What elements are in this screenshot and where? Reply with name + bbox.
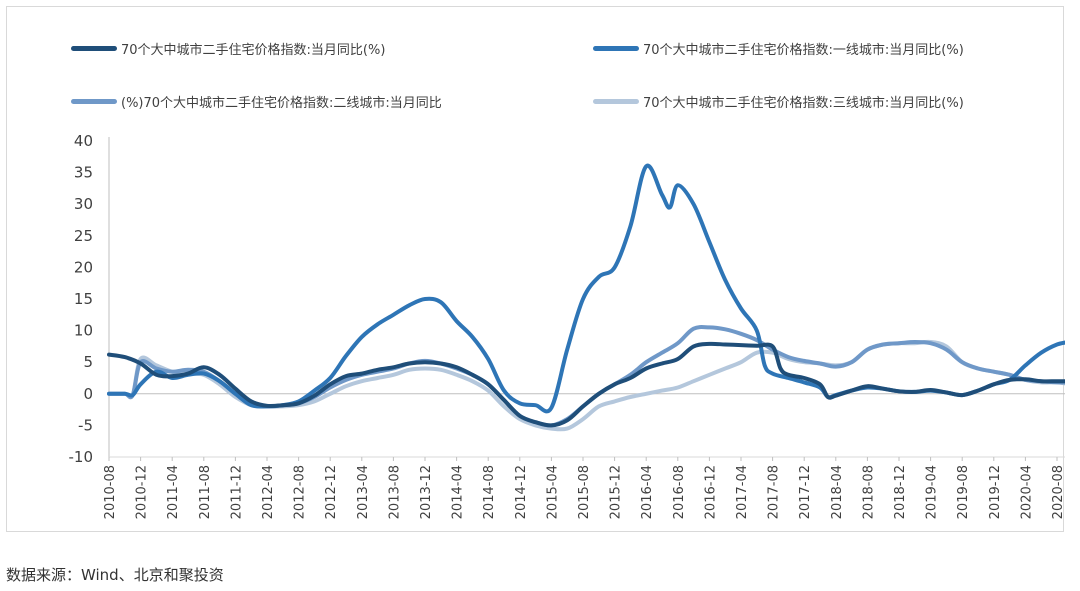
x-tick-label: 2011-12 [229, 465, 244, 519]
legend-item-tier2: (%)70个大中城市二手住宅价格指数:二线城市:当月同比 [71, 91, 442, 111]
x-tick-label: 2012-12 [324, 465, 339, 519]
y-tick-label: 35 [74, 164, 93, 182]
legend-item-national: 70个大中城市二手住宅价格指数:当月同比(%) [71, 38, 385, 58]
y-tick-label: 5 [83, 353, 93, 371]
legend-item-tier3: 70个大中城市二手住宅价格指数:三线城市:当月同比(%) [593, 91, 964, 111]
x-tick-label: 2014-08 [482, 465, 497, 519]
source-note: 数据来源：Wind、北京和聚投资 [6, 566, 224, 584]
y-tick-label: -10 [69, 448, 94, 466]
x-tick-label: 2017-08 [767, 465, 782, 519]
x-tick-label: 2013-08 [387, 465, 402, 519]
y-tick-label: 15 [74, 290, 93, 308]
x-tick-label: 2018-08 [861, 465, 876, 519]
legend-swatch-national [71, 45, 117, 51]
x-tick-label: 2012-08 [293, 465, 308, 519]
x-tick-label: 2017-12 [798, 465, 813, 519]
x-tick-label: 2020-04 [1019, 465, 1034, 519]
x-tick-label: 2015-04 [545, 465, 560, 519]
x-tick-label: 2019-04 [925, 465, 940, 519]
x-tick-label: 2019-08 [956, 465, 971, 519]
x-tick-label: 2011-08 [198, 465, 213, 519]
legend-item-tier1: 70个大中城市二手住宅价格指数:一线城市:当月同比(%) [593, 38, 964, 58]
x-tick-label: 2018-04 [830, 465, 845, 519]
x-tick-label: 2014-12 [514, 465, 529, 519]
y-tick-label: 25 [74, 227, 93, 245]
legend-swatch-tier3 [593, 98, 639, 104]
legend-swatch-tier2 [71, 98, 117, 104]
x-tick-label: 2013-04 [356, 465, 371, 519]
y-tick-label: 10 [74, 322, 93, 340]
legend-label-tier1: 70个大中城市二手住宅价格指数:一线城市:当月同比(%) [643, 42, 964, 58]
x-tick-label: 2019-12 [988, 465, 1003, 519]
y-tick-label: -5 [78, 416, 93, 434]
legend-swatch-tier1 [593, 45, 639, 51]
x-tick-label: 2014-04 [451, 465, 466, 519]
x-tick-label: 2010-12 [135, 465, 150, 519]
x-tick-label: 2011-04 [166, 465, 181, 519]
series-line-1 [107, 163, 1065, 414]
y-tick-label: 30 [74, 195, 93, 213]
x-tick-label: 2017-04 [735, 465, 750, 519]
series-line-3 [107, 339, 1065, 432]
series-line-0 [107, 341, 1065, 428]
line-chart: 40 35 30 25 20 15 10 5 0 -5 -10 2010-08 2010-12 2011-… [69, 132, 1065, 519]
x-tick-label: 2016-08 [672, 465, 687, 519]
x-tick-label: 2020-08 [1051, 465, 1065, 519]
x-tick-label: 2016-12 [703, 465, 718, 519]
x-tick-label: 2015-08 [577, 465, 592, 519]
x-tick-label: 2015-12 [609, 465, 624, 519]
x-tick-label: 2010-08 [103, 465, 118, 519]
chart-frame: 40 35 30 25 20 15 10 5 0 -5 -10 2010-08 2010-12 2011-… [6, 6, 1065, 532]
y-tick-label: 40 [74, 132, 93, 150]
x-tick-label: 2013-12 [419, 465, 434, 519]
legend-label-tier3: 70个大中城市二手住宅价格指数:三线城市:当月同比(%) [643, 95, 964, 111]
x-tick-label: 2018-12 [893, 465, 908, 519]
legend-label-national: 70个大中城市二手住宅价格指数:当月同比(%) [121, 42, 386, 58]
x-tick-label: 2012-04 [261, 465, 276, 519]
y-tick-label: 0 [83, 385, 93, 403]
y-tick-label: 20 [74, 258, 93, 276]
legend-label-tier2: (%)70个大中城市二手住宅价格指数:二线城市:当月同比 [121, 95, 442, 111]
x-tick-label: 2016-04 [640, 465, 655, 519]
series-line-2 [107, 325, 1065, 428]
